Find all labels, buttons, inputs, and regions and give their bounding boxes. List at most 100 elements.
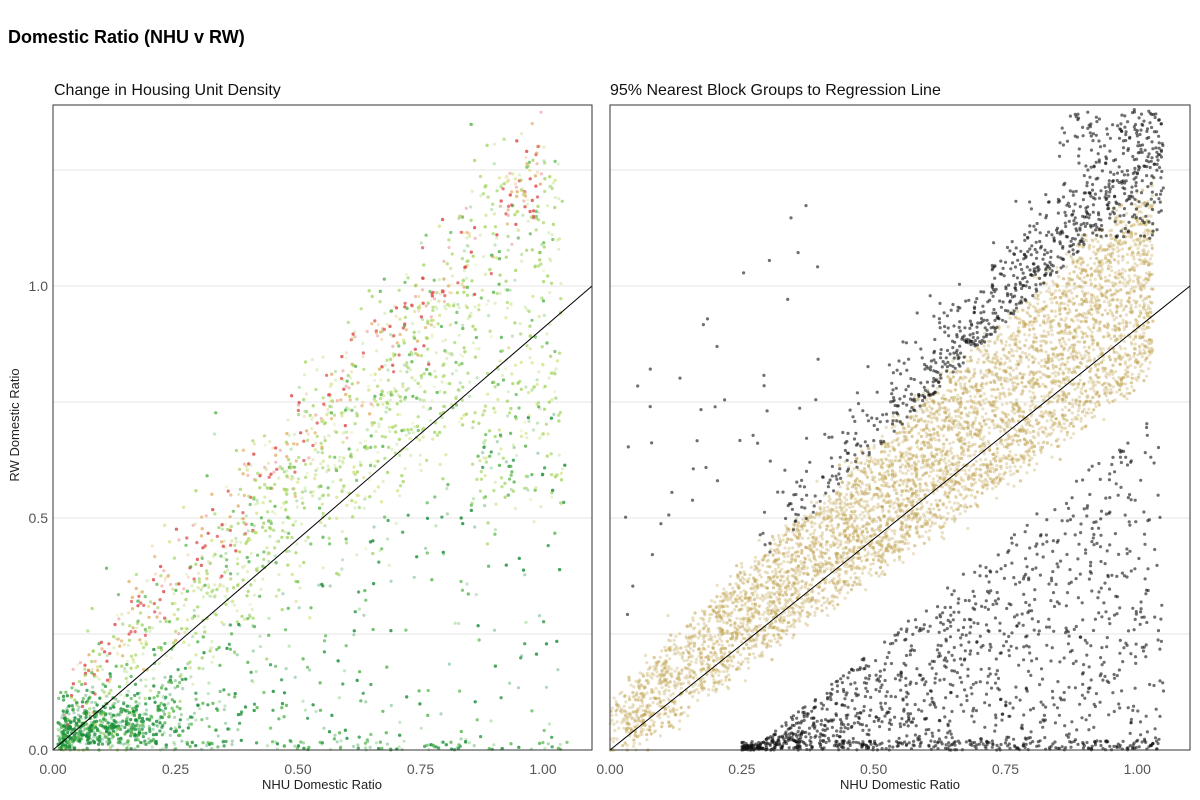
scatter-point — [125, 716, 129, 720]
scatter-point — [326, 464, 330, 468]
scatter-point — [249, 551, 253, 555]
scatter-point — [483, 504, 487, 508]
scatter-point — [135, 626, 139, 630]
scatter-point — [253, 578, 257, 583]
scatter-point — [365, 329, 369, 334]
scatter-point — [203, 545, 207, 549]
scatter-point — [535, 378, 539, 382]
scatter-point — [535, 162, 539, 166]
scatter-point — [548, 323, 552, 327]
scatter-point — [540, 243, 544, 247]
scatter-point — [333, 378, 338, 382]
scatter-point — [84, 693, 88, 698]
scatter-point — [441, 404, 445, 408]
scatter-point — [464, 206, 468, 210]
scatter-point — [313, 472, 317, 477]
scatter-point — [72, 733, 77, 737]
scatter-point — [466, 317, 470, 321]
scatter-point — [529, 497, 533, 502]
scatter-point — [225, 587, 229, 591]
scatter-point — [121, 742, 126, 746]
scatter-point — [363, 497, 367, 501]
scatter-point — [471, 341, 475, 345]
scatter-point — [150, 745, 154, 749]
scatter-point — [298, 586, 302, 590]
scatter-point — [141, 725, 145, 729]
scatter-point — [331, 400, 335, 404]
scatter-point — [158, 611, 162, 615]
scatter-point — [474, 263, 478, 267]
scatter-point — [542, 313, 547, 317]
scatter-point — [115, 728, 119, 732]
scatter-point — [532, 520, 536, 524]
scatter-point — [344, 430, 348, 434]
scatter-point — [498, 256, 502, 260]
scatter-point — [115, 651, 119, 655]
scatter-point — [530, 388, 534, 392]
scatter-point — [405, 447, 409, 451]
scatter-point — [409, 453, 413, 458]
scatter-point — [84, 721, 89, 726]
scatter-point — [551, 181, 556, 185]
scatter-point — [161, 694, 165, 699]
scatter-point — [447, 245, 451, 250]
scatter-point — [216, 734, 220, 738]
scatter-point — [488, 267, 492, 271]
scatter-point — [71, 735, 75, 739]
scatter-point — [404, 273, 408, 277]
scatter-point — [557, 197, 561, 201]
scatter-point — [362, 506, 366, 510]
scatter-point — [224, 721, 228, 726]
scatter-point — [265, 744, 269, 748]
scatter-point — [541, 363, 545, 367]
scatter-point — [519, 429, 523, 433]
scatter-point — [113, 721, 117, 726]
scatter-point — [208, 594, 212, 598]
scatter-point — [168, 692, 172, 697]
scatter-point — [322, 435, 327, 439]
scatter-point — [90, 667, 94, 672]
scatter-point — [508, 288, 512, 292]
scatter-point — [295, 505, 299, 509]
scatter-point — [60, 716, 64, 720]
scatter-point — [168, 620, 172, 624]
scatter-point — [102, 726, 106, 730]
scatter-point — [520, 252, 524, 256]
scatter-point — [545, 204, 550, 208]
scatter-point — [342, 669, 347, 673]
scatter-point — [63, 725, 67, 729]
scatter-point — [450, 291, 454, 295]
scatter-point — [323, 404, 327, 408]
scatter-point — [179, 713, 183, 717]
scatter-point — [172, 740, 176, 745]
scatter-point — [462, 268, 466, 273]
scatter-point — [327, 410, 331, 415]
scatter-point — [210, 639, 214, 644]
scatter-point — [100, 688, 104, 692]
scatter-point — [157, 661, 161, 666]
scatter-point — [148, 629, 152, 633]
scatter-point — [472, 497, 476, 501]
scatter-point — [544, 685, 549, 689]
scatter-point — [89, 690, 93, 694]
scatter-point — [538, 436, 542, 440]
scatter-point — [545, 332, 549, 336]
scatter-point — [454, 394, 458, 399]
scatter-point — [242, 462, 246, 466]
scatter-point — [187, 643, 191, 647]
scatter-point — [103, 694, 107, 698]
scatter-point — [93, 659, 97, 664]
scatter-point — [449, 354, 453, 358]
scatter-point — [554, 367, 558, 371]
scatter-point — [177, 722, 181, 726]
scatter-point — [189, 675, 193, 679]
scatter-point — [432, 385, 437, 389]
scatter-point — [421, 398, 425, 402]
scatter-point — [234, 536, 238, 541]
scatter-point — [420, 317, 425, 322]
scatter-point — [95, 714, 99, 719]
scatter-point — [234, 540, 239, 544]
scatter-point — [272, 470, 276, 474]
scatter-point — [120, 724, 124, 728]
